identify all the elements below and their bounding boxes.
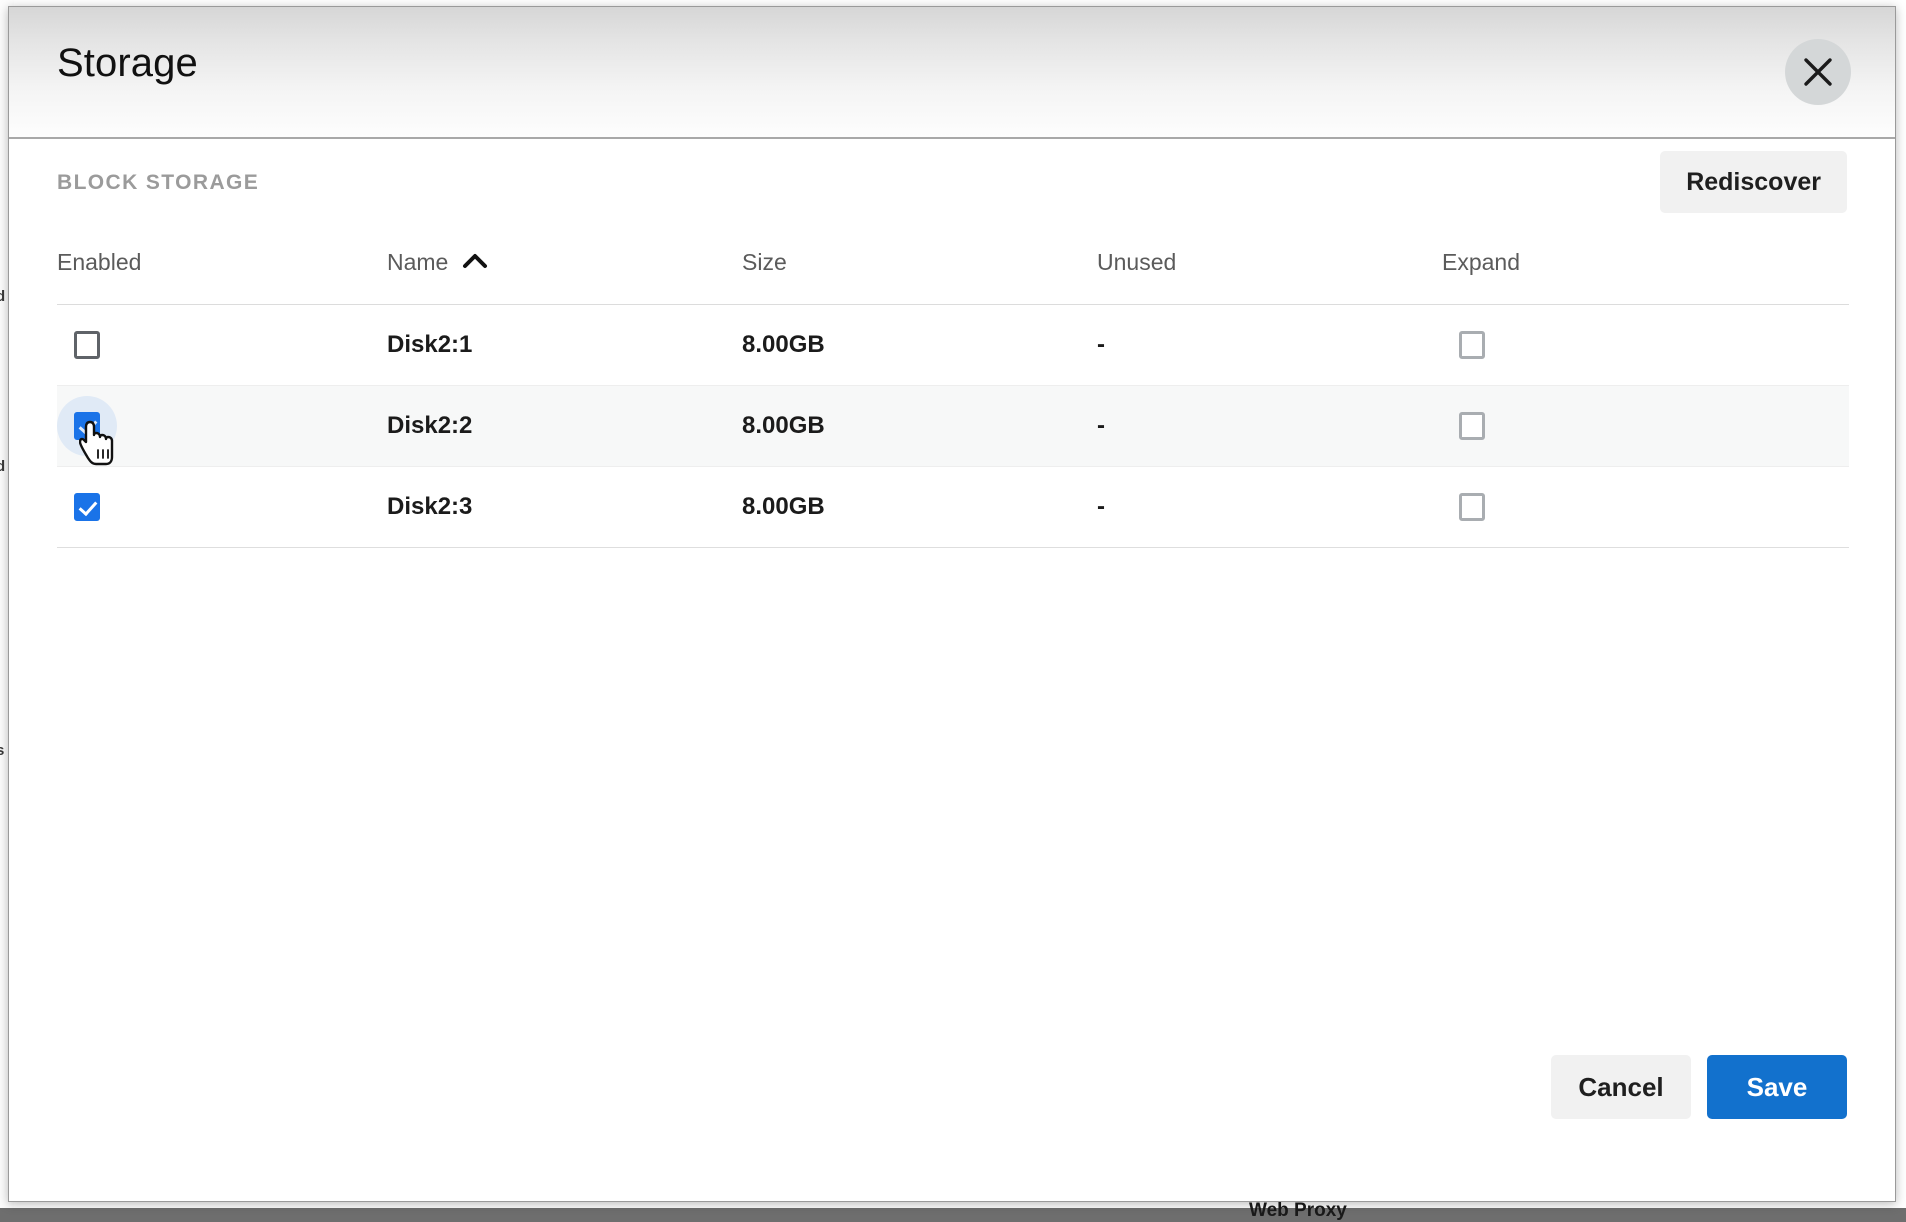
enabled-checkbox[interactable] xyxy=(57,315,117,375)
cell-expand xyxy=(1442,386,1849,467)
cell-unused: - xyxy=(1097,386,1442,467)
save-button[interactable]: Save xyxy=(1707,1055,1847,1119)
block-storage-table: Enabled Name xyxy=(57,249,1849,548)
rediscover-button[interactable]: Rediscover xyxy=(1660,151,1847,213)
column-header-label: Name xyxy=(387,249,448,276)
cell-unused: - xyxy=(1097,305,1442,386)
table-row: Disk2:1 8.00GB - xyxy=(57,305,1849,386)
column-header-enabled[interactable]: Enabled xyxy=(57,249,387,305)
cancel-button[interactable]: Cancel xyxy=(1551,1055,1691,1119)
checkbox-box xyxy=(74,493,100,521)
table-row: Disk2:3 8.00GB - xyxy=(57,467,1849,548)
table-header-row: Enabled Name xyxy=(57,249,1849,305)
column-header-name[interactable]: Name xyxy=(387,249,742,305)
background-web-proxy-label: Web Proxy xyxy=(1249,1200,1347,1222)
expand-checkbox[interactable] xyxy=(1442,477,1502,537)
section-title: BLOCK STORAGE xyxy=(57,171,259,195)
cell-size: 8.00GB xyxy=(742,305,1097,386)
enabled-checkbox[interactable] xyxy=(57,477,117,537)
checkbox-box xyxy=(74,412,100,440)
background-text-fragment: d xyxy=(0,458,5,475)
cell-name: Disk2:2 xyxy=(387,386,742,467)
enabled-checkbox[interactable] xyxy=(57,396,117,456)
cell-size: 8.00GB xyxy=(742,386,1097,467)
cell-enabled xyxy=(57,305,387,386)
cell-unused: - xyxy=(1097,467,1442,548)
page-title: Storage xyxy=(57,41,198,86)
cell-enabled xyxy=(57,467,387,548)
dialog-body: BLOCK STORAGE Rediscover Enabled Name xyxy=(9,139,1895,1045)
column-header-expand[interactable]: Expand xyxy=(1442,249,1849,305)
chevron-up-icon xyxy=(462,249,488,276)
cell-size: 8.00GB xyxy=(742,467,1097,548)
table-header: Enabled Name xyxy=(57,249,1849,305)
cell-name: Disk2:1 xyxy=(387,305,742,386)
column-header-label: Expand xyxy=(1442,249,1520,276)
section-header-row: BLOCK STORAGE Rediscover xyxy=(57,139,1847,235)
table-row: Disk2:2 8.00GB - xyxy=(57,386,1849,467)
column-header-label: Enabled xyxy=(57,249,141,276)
cell-expand xyxy=(1442,467,1849,548)
dialog-header: Storage xyxy=(9,7,1895,139)
column-header-label: Size xyxy=(742,249,787,276)
storage-dialog: Storage BLOCK STORAGE Rediscover E xyxy=(8,6,1896,1202)
footer-button-group: Cancel Save xyxy=(1551,1055,1847,1119)
expand-checkbox[interactable] xyxy=(1442,315,1502,375)
cell-enabled xyxy=(57,386,387,467)
checkbox-box xyxy=(74,331,100,359)
checkbox-box xyxy=(1459,331,1485,359)
dialog-footer: Cancel Save xyxy=(9,1045,1895,1201)
close-icon xyxy=(1801,55,1835,89)
checkbox-box xyxy=(1459,493,1485,521)
expand-checkbox[interactable] xyxy=(1442,396,1502,456)
cell-expand xyxy=(1442,305,1849,386)
cell-name: Disk2:3 xyxy=(387,467,742,548)
background-text-fragment: s xyxy=(0,742,4,759)
column-header-unused[interactable]: Unused xyxy=(1097,249,1442,305)
table-body: Disk2:1 8.00GB - xyxy=(57,305,1849,548)
background-text-fragment: d xyxy=(0,288,5,305)
column-header-label: Unused xyxy=(1097,249,1176,276)
column-header-size[interactable]: Size xyxy=(742,249,1097,305)
background-bottom-rule xyxy=(0,1208,1906,1218)
close-button[interactable] xyxy=(1785,39,1851,105)
checkbox-box xyxy=(1459,412,1485,440)
